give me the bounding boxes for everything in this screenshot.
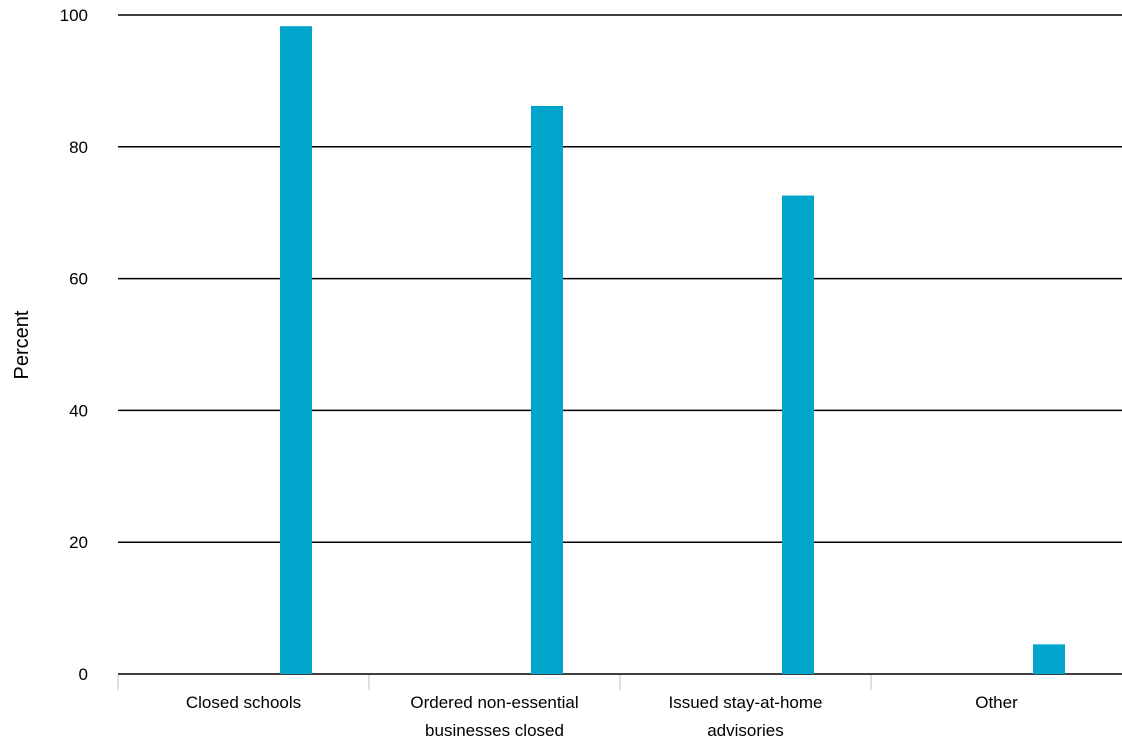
x-axis-separators [117, 675, 872, 690]
y-tick-label: 60 [69, 270, 88, 289]
x-category-label: Other [975, 693, 1018, 712]
bar-2 [782, 195, 814, 675]
x-category-label-line: Other [975, 693, 1018, 712]
x-category-label-line: businesses closed [425, 721, 564, 740]
y-tick-label: 100 [60, 6, 88, 25]
y-tick-label: 20 [69, 533, 88, 552]
x-category-label-line: advisories [707, 721, 784, 740]
y-tick-label: 40 [69, 401, 88, 420]
bar-3 [1033, 644, 1065, 674]
x-category-label: Closed schools [186, 693, 301, 712]
x-category-label: Ordered non-essential businesses closed [410, 693, 578, 740]
x-axis-labels: Closed schools Ordered non-essential busin… [186, 693, 1018, 740]
x-category-label-line: Issued stay-at-home [668, 693, 822, 712]
x-category-label-line: Closed schools [186, 693, 301, 712]
gridlines [118, 14, 1122, 675]
x-category-label: Issued stay-at-home advisories [668, 693, 822, 740]
y-tick-label: 80 [69, 138, 88, 157]
bars [280, 26, 1065, 675]
y-axis-title: Percent [11, 310, 33, 379]
bar-0 [280, 26, 312, 674]
y-axis-ticks: 0 20 40 60 80 100 [60, 6, 88, 684]
bar-1 [531, 105, 563, 674]
x-category-label-line: Ordered non-essential [410, 693, 578, 712]
y-tick-label: 0 [79, 665, 88, 684]
